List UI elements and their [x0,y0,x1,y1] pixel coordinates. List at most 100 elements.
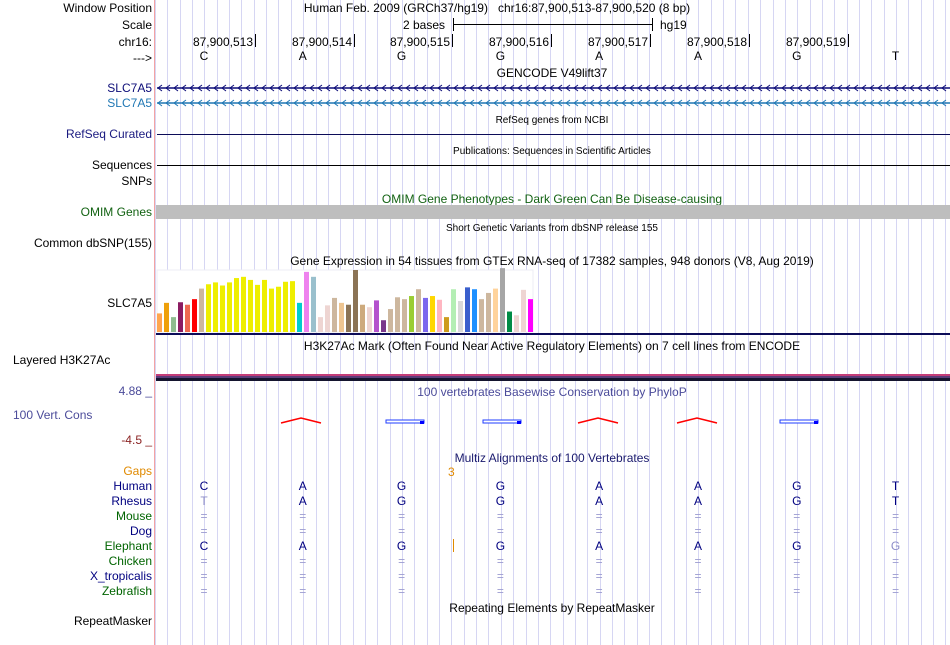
strand-chevron-icon [589,84,595,92]
strand-chevron-icon [797,99,803,107]
ruler-tick [255,34,256,47]
aligned-base: G [495,539,506,553]
species-label-rhesus[interactable]: Rhesus [111,494,152,508]
aligned-base: = [398,554,406,568]
gtex-tissue-bar [423,297,428,332]
strand-chevron-icon [661,84,667,92]
strand-chevron-icon [885,84,891,92]
gtex-expression-chart[interactable] [155,266,950,336]
gtex-tissue-bar [353,270,358,332]
strand-chevron-icon [293,84,299,92]
track-label-gencode-2[interactable]: SLC7A5 [107,96,152,110]
ruler-tick [551,34,552,47]
gene-model-slc7a5-1[interactable] [155,82,950,94]
h3k27ac-layer-2[interactable] [156,376,950,378]
gene-model-slc7a5-2[interactable] [155,97,950,109]
ruler-position-label: 87,900,513 [192,35,253,49]
strand-chevron-icon [309,84,315,92]
ruler-position-label: 87,900,517 [587,35,648,49]
track-label-refseq[interactable]: RefSeq Curated [65,127,152,141]
aligned-base: = [200,569,208,583]
aligned-base: = [694,509,702,523]
species-label-zebrafish[interactable]: Zebrafish [101,584,152,598]
track-label-snps[interactable]: SNPs [121,174,152,188]
strand-chevron-icon [485,84,491,92]
strand-chevron-icon [821,84,827,92]
refseq-gene-line[interactable] [157,134,950,135]
gtex-tissue-bar [493,288,498,332]
aligned-base: = [299,524,307,538]
strand-chevron-icon [829,84,835,92]
track-label-gtex[interactable]: SLC7A5 [107,296,152,310]
conservation-peak-icon [280,417,322,424]
grid-line [773,0,774,645]
omim-track-title: OMIM Gene Phenotypes - Dark Green Can Be… [381,192,723,206]
aligned-base: G [495,494,506,508]
species-label-elephant[interactable]: Elephant [104,539,152,553]
strand-chevron-icon [381,84,387,92]
strand-chevron-icon [557,99,563,107]
strand-chevron-icon [317,99,323,107]
strand-chevron-icon [173,84,179,92]
aligned-base: C [199,539,209,553]
grid-line [847,0,848,645]
strand-chevron-icon [733,99,739,107]
gtex-tissue-bar [297,302,302,332]
species-label-dog[interactable]: Dog [129,524,152,538]
track-label-conservation[interactable]: 100 Vert. Cons [13,408,93,422]
strand-chevron-icon [229,99,235,107]
strand-chevron-icon [445,84,451,92]
gtex-tissue-bar [346,304,351,332]
aligned-base: = [892,554,900,568]
strand-chevron-icon [741,99,747,107]
aligned-base: = [200,584,208,598]
strand-chevron-icon [693,84,699,92]
strand-chevron-icon [773,84,779,92]
repeatmasker-track-title: Repeating Elements by RepeatMasker [449,601,655,615]
species-label-mouse[interactable]: Mouse [115,509,152,523]
ruler-tick [354,34,355,47]
species-label-x_tropicalis[interactable]: X_tropicalis [89,569,152,583]
grid-line [822,0,823,645]
strand-chevron-icon [701,84,707,92]
omim-gene-bar[interactable] [156,205,950,219]
strand-chevron-icon [805,84,811,92]
track-label-repeatmasker[interactable]: RepeatMasker [73,614,152,628]
strand-chevron-icon [181,99,187,107]
gtex-tissue-bar [374,300,379,332]
strand-chevron-icon [285,84,291,92]
scale-label: Scale [121,18,152,32]
gtex-tissue-bar [339,302,344,332]
strand-chevron-icon [597,99,603,107]
track-label-omim[interactable]: OMIM Genes [80,205,152,219]
ruler-position-label: 87,900,515 [389,35,450,49]
track-label-gencode-1[interactable]: SLC7A5 [107,81,152,95]
aligned-base: = [496,524,504,538]
strand-chevron-icon [317,84,323,92]
strand-chevron-icon [925,99,931,107]
aligned-base: G [396,494,407,508]
publications-line[interactable] [157,165,950,166]
species-label-chicken[interactable]: Chicken [108,554,152,568]
strand-chevron-icon [413,84,419,92]
h3k27ac-layer-1[interactable] [156,374,950,376]
dbsnp-track-title: Short Genetic Variants from dbSNP releas… [446,223,658,234]
h3k27ac-layer-3[interactable] [156,378,950,381]
track-label-dbsnp[interactable]: Common dbSNP(155) [33,236,152,250]
track-label-h3k27ac[interactable]: Layered H3K27Ac [13,353,111,367]
strand-chevron-icon [909,84,915,92]
gtex-tissue-bar [451,289,456,332]
track-label-publications[interactable]: Sequences [91,158,152,172]
conservation-trough-icon [482,419,522,424]
grid-line [896,0,897,645]
genome-browser-image[interactable]: Human Feb. 2009 (GRCh37/hg19) chr16:87,9… [155,0,950,645]
gtex-tissue-bar [521,289,526,332]
reference-base: A [298,49,307,63]
species-label-human[interactable]: Human [113,479,152,493]
strand-chevron-icon [581,84,587,92]
aligned-base: A [595,539,604,553]
strand-chevron-icon [533,99,539,107]
strand-chevron-icon [517,99,523,107]
aligned-base: = [793,584,801,598]
strand-chevron-icon [253,99,259,107]
